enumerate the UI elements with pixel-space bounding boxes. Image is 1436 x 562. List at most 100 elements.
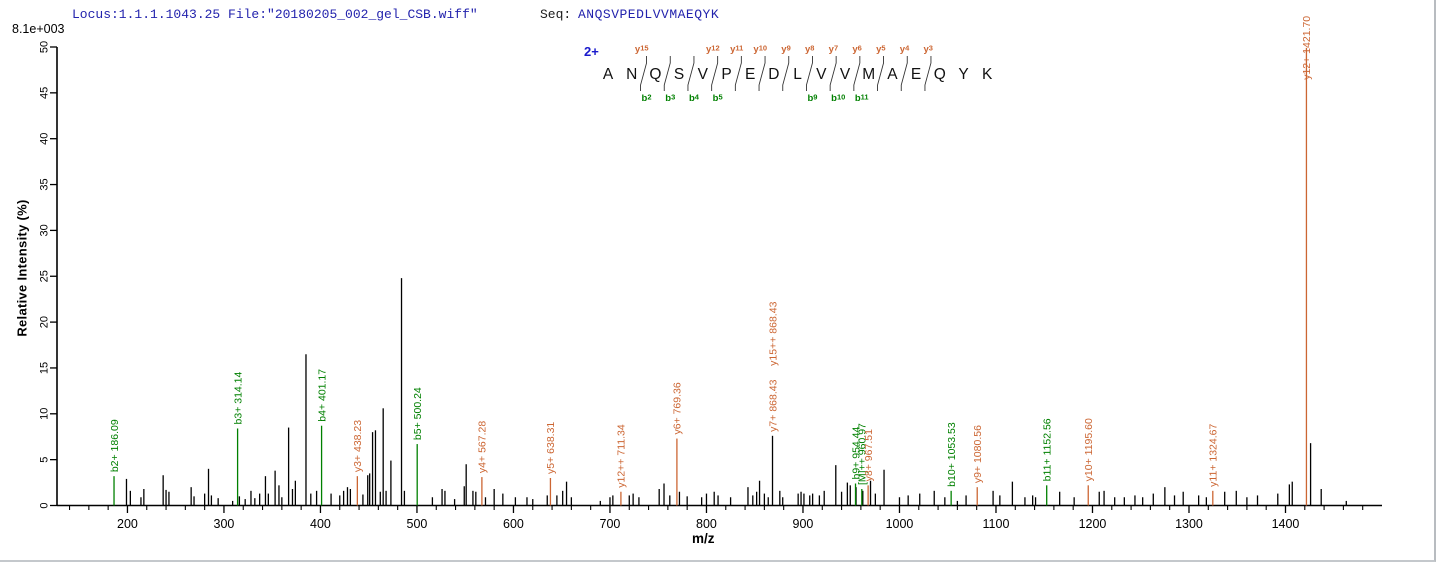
residue-letter: A xyxy=(887,66,898,83)
b-ion-label: b5 xyxy=(713,93,723,105)
residue-letter: Y xyxy=(958,66,968,83)
header: Locus:1.1.1.1043.25 File:"20180205_002_g… xyxy=(0,7,1434,25)
residue-letter: V xyxy=(840,66,851,83)
peak-label: b11+ 1152.56 xyxy=(1042,418,1054,481)
residue-letter: P xyxy=(721,66,731,83)
x-tick-label: 900 xyxy=(793,517,814,531)
cleavage-mark xyxy=(900,56,908,91)
peak-label: y9+ 1080.56 xyxy=(972,425,984,483)
residue-letter: A xyxy=(603,66,614,83)
y-tick-label: 35 xyxy=(39,178,51,190)
seq-label: Seq: xyxy=(540,7,572,22)
x-tick-label: 400 xyxy=(310,517,331,531)
b-ion-label: b4 xyxy=(689,93,700,105)
base-peak-intensity: 8.1e+003 xyxy=(12,22,65,36)
peak-label: y15++ 868.43 xyxy=(767,301,779,365)
residue-letter: L xyxy=(793,66,802,83)
y-ion-label: y7 xyxy=(829,44,838,56)
cleavage-mark xyxy=(758,56,766,91)
residue-letter: Q xyxy=(649,66,661,83)
x-tick-label: 1300 xyxy=(1175,517,1203,531)
residue-letter: K xyxy=(982,66,993,83)
peak-label: y8+ 967.51 xyxy=(863,429,875,481)
y-ion-label: y6 xyxy=(852,44,861,56)
y-tick-label: 25 xyxy=(39,270,51,282)
peak-label: y6+ 769.36 xyxy=(672,382,684,434)
y-tick-label: 30 xyxy=(39,224,51,236)
residue-letter: Q xyxy=(934,66,946,83)
residue-letter: V xyxy=(816,66,827,83)
y-ion-label: y9 xyxy=(781,44,790,56)
b-ion-label: b2 xyxy=(642,93,652,105)
cleavage-mark xyxy=(687,56,695,91)
cleavage-mark xyxy=(924,56,932,91)
peak-label: [M]++ 960.97 xyxy=(857,423,869,485)
y-ion-label: y5 xyxy=(876,44,885,56)
peak-label: b2+ 186.09 xyxy=(109,419,121,472)
y-tick-label: 5 xyxy=(39,457,51,463)
cleavage-mark xyxy=(640,56,647,91)
locus-file-text: Locus:1.1.1.1043.25 File:"20180205_002_g… xyxy=(72,7,478,22)
b-ion-label: b11 xyxy=(855,93,869,105)
x-tick-label: 700 xyxy=(600,517,621,531)
residue-letter: S xyxy=(674,66,684,83)
y-tick-label: 40 xyxy=(39,133,51,145)
residue-letter: V xyxy=(698,66,709,83)
seq-value: ANQSVPEDLVVMAEQYK xyxy=(578,7,720,22)
cleavage-mark xyxy=(711,56,719,91)
b-ion-label: b9 xyxy=(807,93,817,105)
cleavage-mark xyxy=(853,56,861,91)
x-tick-label: 200 xyxy=(117,517,138,531)
y-ion-label: y4 xyxy=(900,44,910,56)
peak-label: b10+ 1053.53 xyxy=(946,422,958,487)
peak-label: b3+ 314.14 xyxy=(232,371,244,424)
y-ion-label: y8 xyxy=(805,44,814,56)
x-tick-label: 500 xyxy=(407,517,428,531)
peak-label: y3+ 438.23 xyxy=(352,420,364,472)
peak-label: y12++ 711.34 xyxy=(616,424,628,488)
b-ion-label: b10 xyxy=(831,93,845,105)
x-tick-label: 1000 xyxy=(886,517,914,531)
peak-label: b4+ 401.17 xyxy=(316,369,328,422)
peak-label: y12+ 1421.70 xyxy=(1301,16,1313,80)
y-ion-label: y11 xyxy=(730,44,743,56)
y-tick-label: 20 xyxy=(39,316,51,328)
x-tick-label: 1400 xyxy=(1272,517,1300,531)
y-ion-label: y12 xyxy=(706,44,720,56)
cleavage-mark xyxy=(663,56,671,91)
y-ion-label: y3 xyxy=(923,44,932,56)
y-ion-label: y10 xyxy=(753,44,767,56)
x-axis-label: m/z xyxy=(692,531,715,546)
peak-label: b5+ 500.24 xyxy=(412,387,424,440)
cleavage-mark xyxy=(734,56,742,91)
y-ion-label: y15 xyxy=(635,44,649,56)
cleavage-mark xyxy=(782,56,790,91)
y-tick-label: 45 xyxy=(39,87,51,99)
peak-label: y5+ 638.31 xyxy=(545,422,557,474)
x-tick-label: 600 xyxy=(503,517,524,531)
x-tick-label: 300 xyxy=(214,517,235,531)
cleavage-mark xyxy=(829,56,837,91)
peak-label: b9+ 954.44 xyxy=(850,426,862,479)
residue-letter: E xyxy=(745,66,755,83)
peak-label: y10+ 1195.60 xyxy=(1083,418,1095,481)
residue-letter: D xyxy=(768,66,779,83)
x-tick-label: 1200 xyxy=(1079,517,1107,531)
residue-letter: N xyxy=(626,66,637,83)
cleavage-mark xyxy=(806,56,813,91)
peak-label: y11+ 1324.67 xyxy=(1208,424,1220,487)
x-tick-label: 800 xyxy=(696,517,717,531)
y-tick-label: 15 xyxy=(39,362,51,374)
x-tick-label: 1100 xyxy=(983,517,1010,531)
y-tick-label: 50 xyxy=(39,41,51,53)
y-tick-label: 0 xyxy=(39,502,51,508)
precursor-charge: 2+ xyxy=(584,44,599,59)
b-ion-label: b3 xyxy=(665,93,675,105)
residue-letter: M xyxy=(862,66,875,83)
cleavage-mark xyxy=(877,56,884,91)
y-tick-label: 10 xyxy=(39,408,51,420)
peak-label: y4+ 567.28 xyxy=(477,421,489,473)
peak-label: y7+ 868.43 xyxy=(767,379,779,431)
